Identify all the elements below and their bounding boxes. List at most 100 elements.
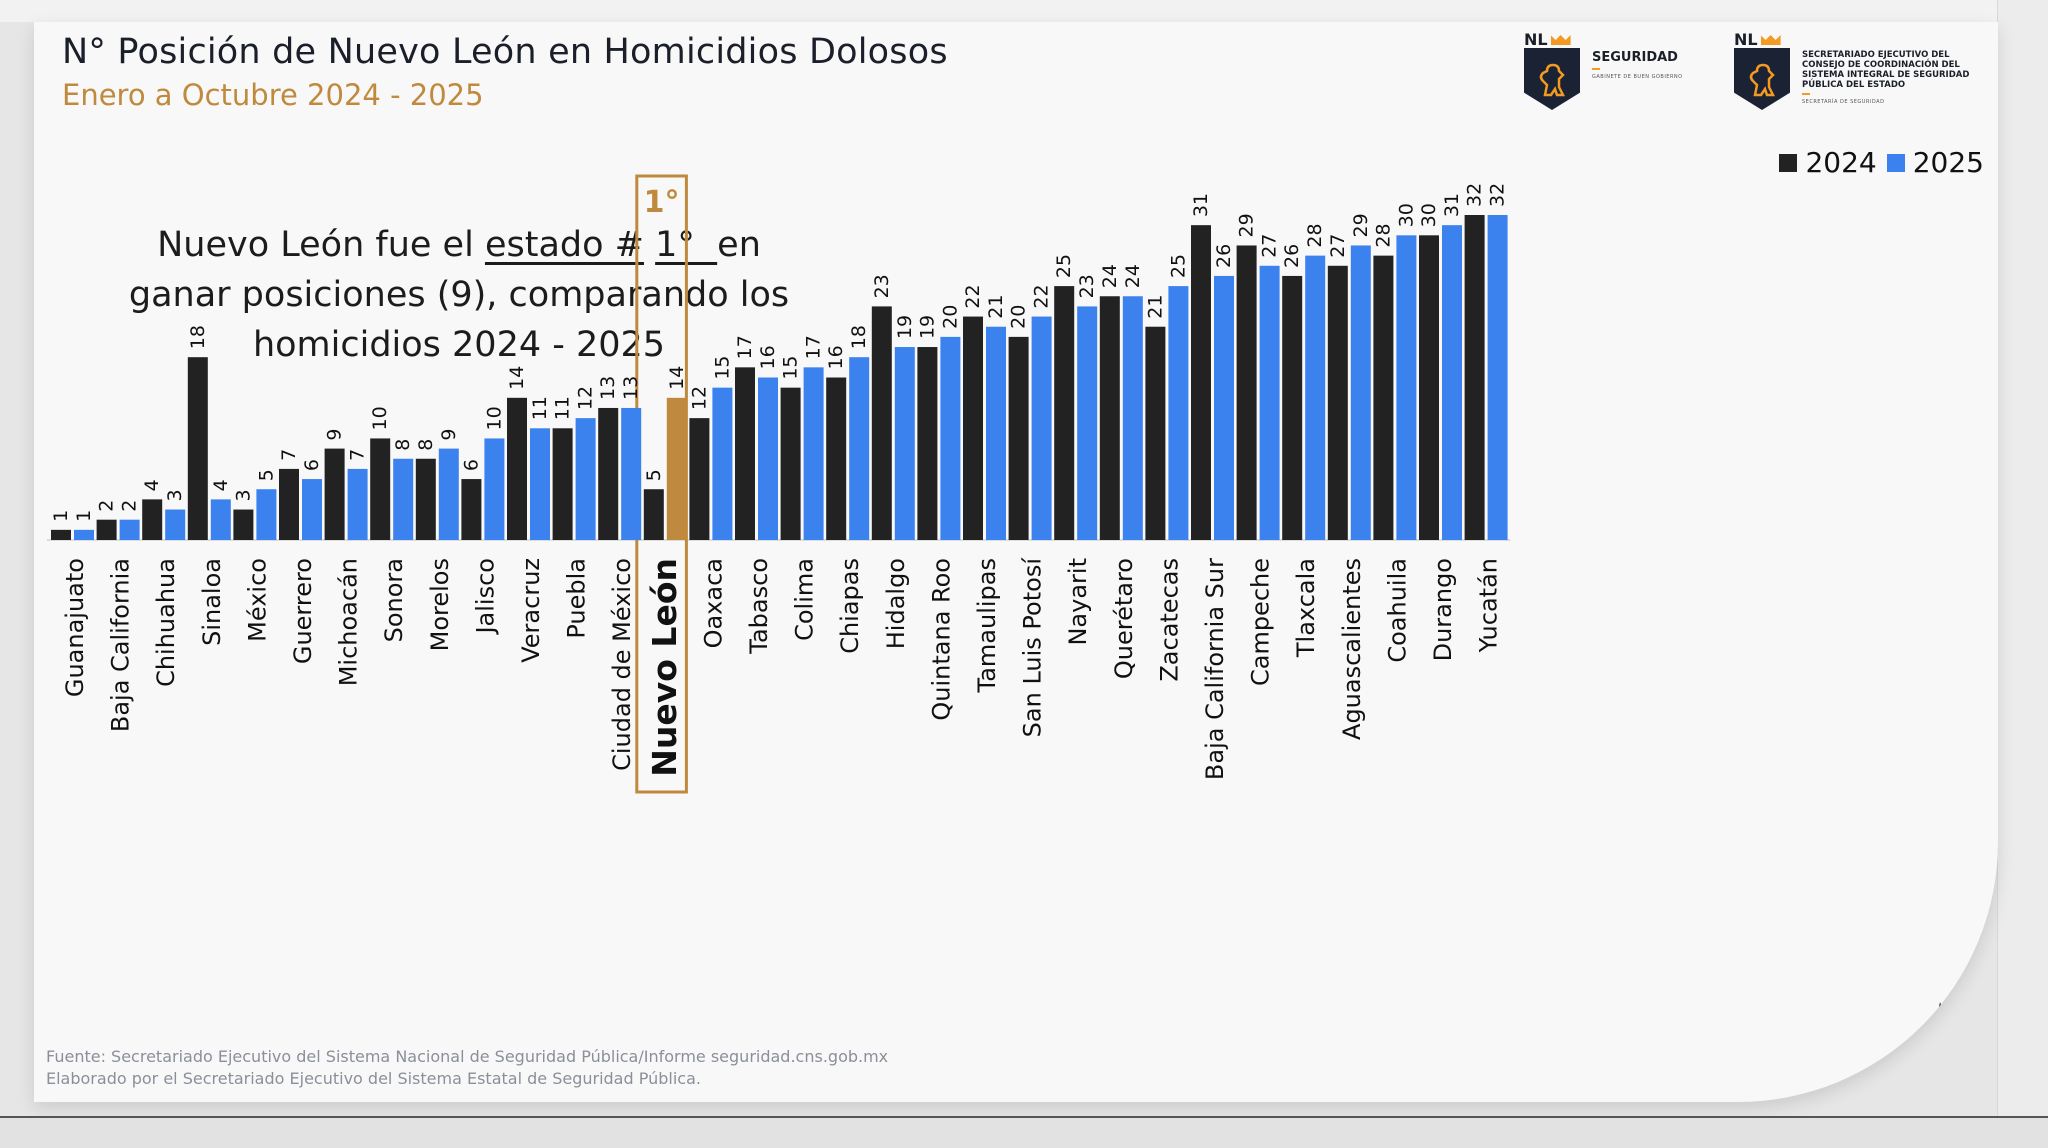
bar-2025 xyxy=(1031,316,1052,540)
bar-2024 xyxy=(96,519,117,540)
data-label-2025: 22 xyxy=(1031,284,1053,308)
category-label: Guanajuato xyxy=(61,558,89,697)
footer-credit: Elaborado por el Secretariado Ejecutivo … xyxy=(46,1069,701,1088)
data-label-2025: 23 xyxy=(1076,274,1098,298)
slide: N° Posición de Nuevo León en Homicidios … xyxy=(34,22,1998,1102)
bar-2025 xyxy=(74,529,94,540)
note-emph1: estado # xyxy=(484,225,644,265)
bar-2025 xyxy=(210,499,231,540)
data-label-2024: 15 xyxy=(780,355,802,379)
data-label-2024: 16 xyxy=(825,345,847,369)
data-label-2025: 14 xyxy=(666,366,688,390)
seguridad-logo-sub: GABINETE DE BUEN GOBIERNO xyxy=(1592,74,1683,80)
bar-2024 xyxy=(780,387,801,540)
bar-2025 xyxy=(1396,235,1417,540)
crown-icon xyxy=(1760,35,1781,45)
source-footer: Fuente: Secretariado Ejecutivo del Siste… xyxy=(46,1046,888,1090)
category-label: Veracruz xyxy=(517,558,545,663)
category-label: Aguascalientes xyxy=(1338,558,1366,740)
bar-2024 xyxy=(1191,225,1211,540)
data-label-2025: 6 xyxy=(301,459,323,471)
bar-2024 xyxy=(324,448,345,540)
bar-2024 xyxy=(689,418,710,540)
data-label-2024: 11 xyxy=(552,396,574,420)
legend-swatch-2024 xyxy=(1779,153,1798,172)
data-label-2024: 26 xyxy=(1281,244,1303,268)
data-label-2024: 32 xyxy=(1464,183,1486,207)
data-label-2025: 21 xyxy=(985,295,1007,319)
data-label-2024: 31 xyxy=(1190,193,1212,217)
category-label: Oaxaca xyxy=(699,558,727,648)
bar-2025 xyxy=(1122,296,1143,540)
bar-2024 xyxy=(1373,255,1394,540)
bar-2024 xyxy=(51,529,71,540)
category-label: Puebla xyxy=(563,558,591,639)
data-label-2025: 28 xyxy=(1304,223,1326,247)
bar-2024 xyxy=(507,397,527,540)
data-label-2025: 18 xyxy=(848,325,870,349)
bar-2025 xyxy=(849,357,870,540)
bar-2024 xyxy=(1145,326,1166,540)
bar-2025 xyxy=(986,326,1006,540)
bar-2025 xyxy=(894,347,915,540)
bar-2024 xyxy=(1327,265,1348,540)
lion-corner-icon xyxy=(1912,998,1998,1102)
annotation-note: Nuevo León fue el estado # 1° en ganar p… xyxy=(124,220,794,370)
data-label-2024: 14 xyxy=(506,366,528,390)
category-label: Tamaulipas xyxy=(973,558,1001,693)
data-label-2025: 1 xyxy=(73,510,95,522)
bar-2024 xyxy=(1236,245,1257,540)
legend-label-2025: 2025 xyxy=(1912,146,1984,179)
bar-2025 xyxy=(1350,245,1371,540)
data-label-2025: 10 xyxy=(483,406,505,430)
data-label-2024: 30 xyxy=(1418,203,1440,227)
bar-2024 xyxy=(735,367,755,540)
bar-2024 xyxy=(279,468,299,540)
bar-2024 xyxy=(1099,296,1120,540)
data-label-2024: 23 xyxy=(871,274,893,298)
data-label-2024: 19 xyxy=(916,315,938,339)
data-label-2025: 15 xyxy=(711,355,733,379)
data-label-2024: 13 xyxy=(597,376,619,400)
bar-2024 xyxy=(963,316,983,540)
seguridad-logo: NL SEGURIDAD GABINETE DE BUEN GOBIERNO xyxy=(1524,32,1683,110)
bar-2025 xyxy=(438,448,459,540)
data-label-2025: 20 xyxy=(939,305,961,329)
nl-mark: NL xyxy=(1524,30,1548,49)
bar-2024 xyxy=(1464,215,1485,540)
category-label: San Luis Potosí xyxy=(1019,557,1047,738)
chart-subtitle: Enero a Octubre 2024 - 2025 xyxy=(62,78,484,112)
data-label-2024: 10 xyxy=(369,406,391,430)
data-label-2025: 29 xyxy=(1350,213,1372,237)
data-label-2024: 6 xyxy=(460,459,482,471)
window-top-strip xyxy=(0,0,2048,22)
data-label-2025: 30 xyxy=(1395,203,1417,227)
category-label: México xyxy=(243,558,271,642)
bar-2024 xyxy=(917,347,938,540)
data-label-2024: 9 xyxy=(324,429,346,441)
note-part2: en ganar posiciones (9), comparando los … xyxy=(128,225,790,365)
data-label-2024: 29 xyxy=(1236,213,1258,237)
bar-2025 xyxy=(165,509,186,540)
data-label-2025: 13 xyxy=(620,376,642,400)
data-label-2025: 4 xyxy=(210,479,232,491)
data-label-2025: 25 xyxy=(1167,254,1189,278)
data-label-2024: 22 xyxy=(962,284,984,308)
category-label: Durango xyxy=(1429,558,1457,661)
bar-2025 xyxy=(119,519,140,540)
category-label: Sinaloa xyxy=(198,558,226,646)
bar-2024 xyxy=(1054,286,1075,540)
bar-2025 xyxy=(1168,286,1189,540)
data-label-2024: 18 xyxy=(187,325,209,349)
bar-2025 xyxy=(1077,306,1098,540)
bar-2024 xyxy=(643,489,664,540)
bar-2024 xyxy=(1419,235,1439,540)
bar-2025 xyxy=(302,479,322,540)
legend-item-2025: 2025 xyxy=(1886,146,1984,179)
data-label-2024: 8 xyxy=(415,439,437,451)
highlight-rank-label: 1° xyxy=(644,185,680,220)
data-label-2024: 17 xyxy=(734,335,756,359)
data-label-2025: 17 xyxy=(803,335,825,359)
category-label: Michoacán xyxy=(335,558,363,686)
